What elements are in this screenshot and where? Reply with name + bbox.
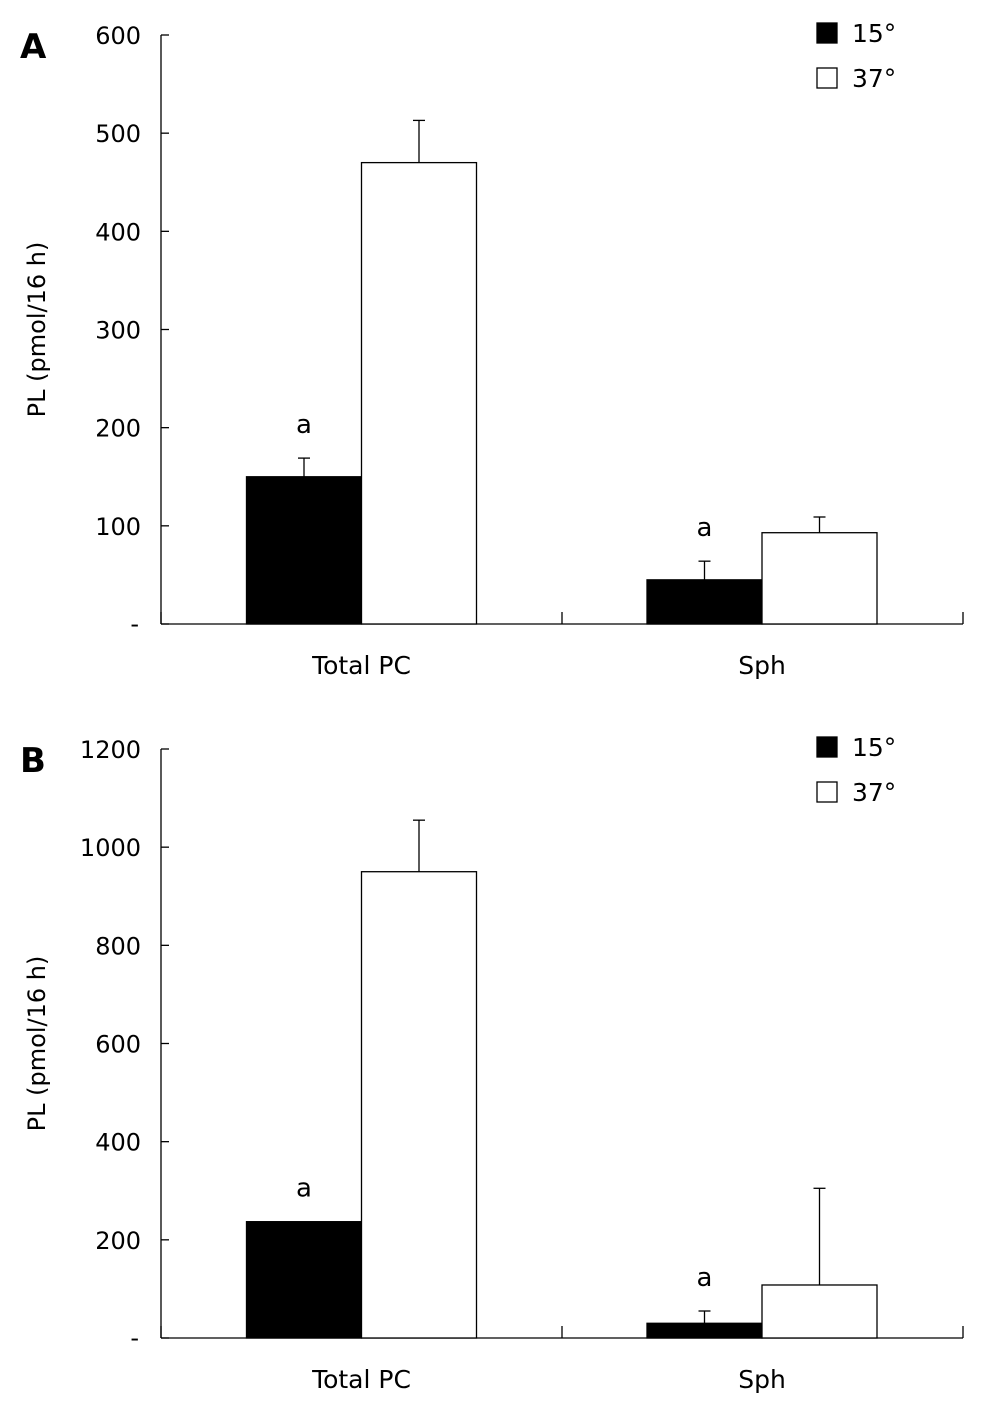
legend-swatch <box>816 67 838 89</box>
legend-label: 37° <box>852 64 896 93</box>
bar-37 <box>761 532 878 625</box>
y-tick-label: 300 <box>95 317 141 345</box>
y-tick-label: 500 <box>95 120 141 148</box>
x-category-label: Total PC <box>311 651 411 680</box>
significance-label: a <box>697 513 713 543</box>
y-axis-label: PL (pmol/16 h) <box>23 956 51 1132</box>
panel-letter: A <box>20 27 47 67</box>
y-tick-label: 600 <box>95 22 141 50</box>
panel-a-chart: A PL (pmol/16 h) 100 200 300 400 500 600 - Total … <box>20 19 964 680</box>
bar-15 <box>245 476 363 625</box>
significance-label: a <box>296 410 312 440</box>
y-tick-label: 600 <box>95 1031 141 1059</box>
panel-b-chart: B PL (pmol/16 h) 200 400 600 800 1000 1200 - Tota… <box>20 733 964 1394</box>
y-tick-label: 400 <box>95 1129 141 1157</box>
x-category-label: Total PC <box>311 1365 411 1394</box>
legend-swatch <box>816 781 838 803</box>
significance-label: a <box>697 1263 713 1293</box>
legend-label: 37° <box>852 778 896 807</box>
y-tick-label: 800 <box>95 932 141 960</box>
y-tick-label-zero: - <box>130 610 139 638</box>
legend-swatch <box>816 736 838 758</box>
x-category-label: Sph <box>738 651 786 680</box>
bar-15 <box>646 579 763 625</box>
legend-label: 15° <box>852 19 896 48</box>
y-tick-label-zero: - <box>130 1324 139 1352</box>
y-tick-label: 200 <box>95 1227 141 1255</box>
y-axis-label: PL (pmol/16 h) <box>23 242 51 418</box>
bar-37 <box>360 161 478 625</box>
bar-15 <box>245 1221 363 1339</box>
y-tick-label: 1000 <box>80 834 141 862</box>
legend-swatch <box>816 22 838 44</box>
y-tick-label: 400 <box>95 218 141 246</box>
significance-label: a <box>296 1174 312 1204</box>
y-tick-label: 1200 <box>80 736 141 764</box>
y-tick-label: 200 <box>95 415 141 443</box>
x-category-label: Sph <box>738 1365 786 1394</box>
bar-15 <box>646 1322 763 1339</box>
panel-letter: B <box>20 741 46 781</box>
legend-label: 15° <box>852 733 896 762</box>
bar-37 <box>360 871 478 1339</box>
bar-37 <box>761 1284 878 1339</box>
y-tick-label: 100 <box>95 513 141 541</box>
